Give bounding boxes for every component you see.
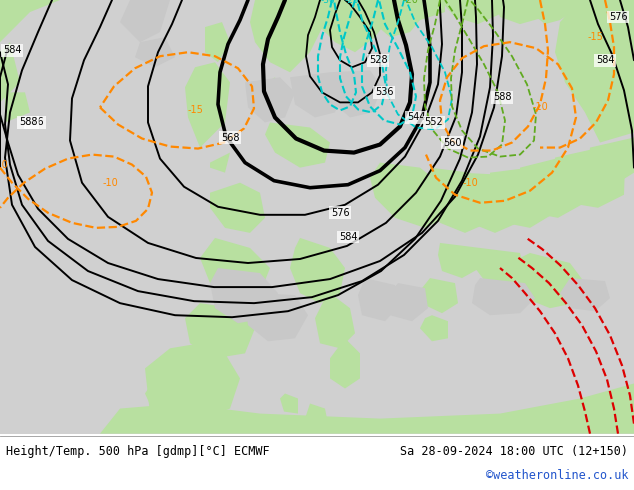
Polygon shape xyxy=(185,303,255,358)
Polygon shape xyxy=(145,343,240,418)
Text: -30: -30 xyxy=(321,0,335,4)
Text: 528: 528 xyxy=(369,55,387,65)
Text: -25: -25 xyxy=(345,0,359,4)
Polygon shape xyxy=(0,0,60,42)
Text: -10: -10 xyxy=(0,160,8,170)
Polygon shape xyxy=(210,152,230,172)
Polygon shape xyxy=(120,0,170,42)
Text: Height/Temp. 500 hPa [gdmp][°C] ECMWF: Height/Temp. 500 hPa [gdmp][°C] ECMWF xyxy=(6,445,269,458)
Text: -15: -15 xyxy=(187,105,203,116)
Polygon shape xyxy=(305,404,328,429)
Text: 588: 588 xyxy=(19,118,37,127)
Polygon shape xyxy=(245,77,295,122)
Polygon shape xyxy=(135,37,175,67)
Polygon shape xyxy=(145,378,195,418)
Polygon shape xyxy=(358,278,400,321)
Polygon shape xyxy=(515,253,585,308)
Polygon shape xyxy=(290,73,345,118)
Text: Sa 28-09-2024 18:00 UTC (12+150): Sa 28-09-2024 18:00 UTC (12+150) xyxy=(400,445,628,458)
Polygon shape xyxy=(472,278,535,315)
Polygon shape xyxy=(210,268,278,323)
Text: 576: 576 xyxy=(331,208,349,218)
Polygon shape xyxy=(438,243,480,278)
Polygon shape xyxy=(205,22,230,62)
Text: 560: 560 xyxy=(443,138,462,147)
Polygon shape xyxy=(210,183,265,233)
Polygon shape xyxy=(330,70,382,118)
Text: -15: -15 xyxy=(587,32,603,42)
Polygon shape xyxy=(245,293,308,342)
Polygon shape xyxy=(530,0,590,24)
Polygon shape xyxy=(422,278,458,313)
Polygon shape xyxy=(330,338,360,389)
Polygon shape xyxy=(440,0,500,24)
Text: 536: 536 xyxy=(375,87,393,98)
Text: 588: 588 xyxy=(493,93,511,102)
Polygon shape xyxy=(100,384,634,434)
Polygon shape xyxy=(370,0,425,37)
Polygon shape xyxy=(520,158,585,218)
Text: 584: 584 xyxy=(339,232,357,242)
Text: 584: 584 xyxy=(3,45,22,55)
Polygon shape xyxy=(390,0,445,20)
Polygon shape xyxy=(320,0,390,52)
Polygon shape xyxy=(280,393,298,414)
Text: -10: -10 xyxy=(532,102,548,112)
Text: -20: -20 xyxy=(402,0,418,5)
Polygon shape xyxy=(315,293,355,348)
Text: 568: 568 xyxy=(221,132,239,143)
Text: -10: -10 xyxy=(462,178,478,188)
Text: ©weatheronline.co.uk: ©weatheronline.co.uk xyxy=(486,469,628,483)
Polygon shape xyxy=(5,92,30,122)
Polygon shape xyxy=(495,0,545,24)
Text: 576: 576 xyxy=(609,12,627,22)
Polygon shape xyxy=(370,163,445,228)
Polygon shape xyxy=(185,62,230,147)
Polygon shape xyxy=(490,168,555,228)
Polygon shape xyxy=(555,0,634,143)
Polygon shape xyxy=(168,358,235,409)
Polygon shape xyxy=(458,172,520,233)
Polygon shape xyxy=(388,283,428,321)
Text: 584: 584 xyxy=(596,55,614,65)
Text: -10: -10 xyxy=(102,178,118,188)
Polygon shape xyxy=(475,248,525,288)
Polygon shape xyxy=(428,168,490,233)
Text: 544: 544 xyxy=(407,112,425,122)
Polygon shape xyxy=(420,315,448,342)
Polygon shape xyxy=(265,122,330,168)
Text: 552: 552 xyxy=(425,118,443,127)
Polygon shape xyxy=(0,42,20,102)
Polygon shape xyxy=(588,138,634,188)
Polygon shape xyxy=(560,278,610,311)
Polygon shape xyxy=(200,238,270,298)
Polygon shape xyxy=(260,77,280,98)
Text: 576: 576 xyxy=(26,118,44,127)
Polygon shape xyxy=(290,238,345,303)
Polygon shape xyxy=(555,147,625,208)
Polygon shape xyxy=(250,0,325,73)
